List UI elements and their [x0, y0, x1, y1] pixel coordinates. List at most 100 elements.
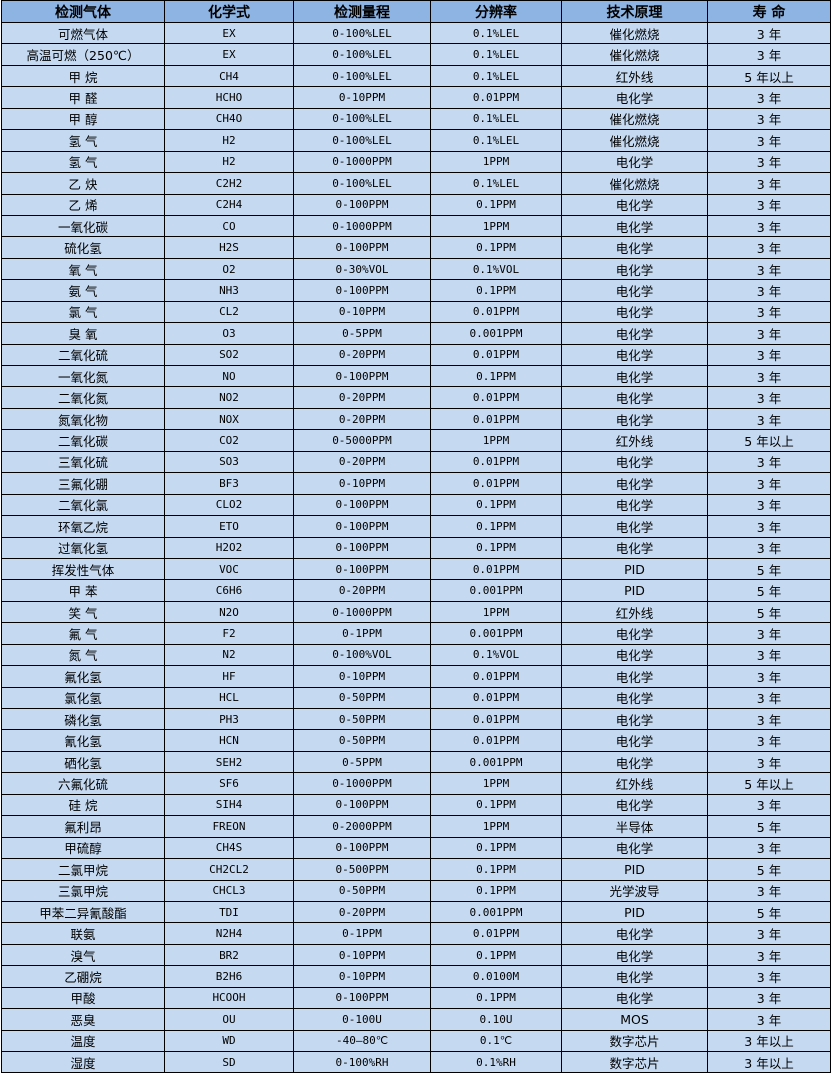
cell-lifespan: 5 年: [707, 815, 831, 838]
cell-lifespan: 3 年: [707, 214, 831, 238]
cell-gas-name: 磷化氢: [1, 707, 165, 731]
cell-gas-name: 氧 气: [1, 257, 165, 281]
cell-lifespan: 3 年: [707, 943, 831, 967]
cell-lifespan: 3 年: [707, 729, 831, 752]
cell-resolution: 0.01PPM: [430, 86, 562, 109]
table-row: 二氯甲烷 CH2CL2 0-500PPM 0.1PPM PID 5 年: [1, 858, 831, 881]
cell-technical-principle: 电化学: [561, 707, 708, 731]
cell-detection-range: 0-100PPM: [293, 193, 431, 216]
cell-resolution: 0.01PPM: [430, 729, 562, 752]
cell-chemical-formula: CH2CL2: [164, 858, 294, 881]
cell-detection-range: 0-1000PPM: [293, 772, 431, 795]
cell-detection-range: 0-100PPM: [293, 836, 431, 860]
cell-technical-principle: 电化学: [561, 322, 708, 345]
cell-resolution: 0.1%LEL: [430, 107, 562, 131]
cell-chemical-formula: C2H4: [164, 193, 294, 216]
cell-detection-range: 0-20PPM: [293, 579, 431, 602]
cell-gas-name: 三氟化硼: [1, 472, 165, 495]
table-row: 环氧乙烷 ETO 0-100PPM 0.1PPM 电化学 3 年: [1, 515, 831, 538]
cell-technical-principle: MOS: [561, 1008, 708, 1031]
table-row: 高温可燃（250℃） EX 0-100%LEL 0.1%LEL 催化燃烧 3 年: [1, 43, 831, 66]
cell-detection-range: 0-100PPM: [293, 557, 431, 581]
cell-detection-range: 0-100%LEL: [293, 43, 431, 66]
cell-lifespan: 3 年: [707, 879, 831, 902]
cell-gas-name: 甲苯二异氰酸酯: [1, 900, 165, 924]
cell-gas-name: 硒化氢: [1, 750, 165, 774]
table-row: 氧 气 O2 0-30%VOL 0.1%VOL 电化学 3 年: [1, 257, 831, 281]
cell-gas-name: 联氨: [1, 922, 165, 945]
cell-detection-range: 0-100PPM: [293, 364, 431, 388]
cell-lifespan: 3 年: [707, 1008, 831, 1031]
cell-technical-principle: 电化学: [561, 472, 708, 495]
cell-detection-range: 0-20PPM: [293, 407, 431, 431]
table-row: 过氧化氢 H2O2 0-100PPM 0.1PPM 电化学 3 年: [1, 536, 831, 559]
cell-resolution: 1PPM: [430, 150, 562, 174]
cell-lifespan: 3 年: [707, 236, 831, 259]
table-row: 二氧化氮 NO2 0-20PPM 0.01PPM 电化学 3 年: [1, 386, 831, 409]
table-row: 甲酸 HCOOH 0-100PPM 0.1PPM 电化学 3 年: [1, 986, 831, 1010]
cell-technical-principle: 催化燃烧: [561, 107, 708, 131]
cell-technical-principle: 电化学: [561, 450, 708, 474]
cell-detection-range: 0-20PPM: [293, 450, 431, 474]
cell-resolution: 0.1PPM: [430, 879, 562, 902]
table-row: 甲苯二异氰酸酯 TDI 0-20PPM 0.001PPM PID 5 年: [1, 900, 831, 924]
cell-resolution: 0.1%LEL: [430, 129, 562, 152]
cell-chemical-formula: VOC: [164, 557, 294, 581]
table-row: 甲 烷 CH4 0-100%LEL 0.1%LEL 红外线 5 年以上: [1, 64, 831, 88]
cell-chemical-formula: ETO: [164, 515, 294, 538]
cell-chemical-formula: OU: [164, 1008, 294, 1031]
cell-lifespan: 5 年以上: [707, 772, 831, 795]
table-row: 氰化氢 HCN 0-50PPM 0.01PPM 电化学 3 年: [1, 729, 831, 752]
cell-lifespan: 3 年: [707, 622, 831, 645]
cell-lifespan: 3 年以上: [707, 1029, 831, 1053]
table-row: 三氯甲烷 CHCL3 0-50PPM 0.1PPM 光学波导 3 年: [1, 879, 831, 902]
cell-technical-principle: 红外线: [561, 429, 708, 452]
cell-technical-principle: 催化燃烧: [561, 172, 708, 195]
cell-detection-range: 0-50PPM: [293, 707, 431, 731]
cell-lifespan: 3 年: [707, 193, 831, 216]
cell-lifespan: 3 年: [707, 343, 831, 367]
cell-resolution: 0.001PPM: [430, 322, 562, 345]
cell-technical-principle: 电化学: [561, 386, 708, 409]
cell-resolution: 1PPM: [430, 815, 562, 838]
cell-detection-range: 0-10PPM: [293, 300, 431, 324]
cell-lifespan: 5 年: [707, 557, 831, 581]
cell-technical-principle: PID: [561, 900, 708, 924]
table-row: 乙 烯 C2H4 0-100PPM 0.1PPM 电化学 3 年: [1, 193, 831, 216]
cell-gas-name: 氮 气: [1, 643, 165, 667]
cell-technical-principle: 电化学: [561, 364, 708, 388]
cell-gas-name: 溴气: [1, 943, 165, 967]
cell-lifespan: 3 年: [707, 21, 831, 45]
cell-technical-principle: 半导体: [561, 815, 708, 838]
table-row: 氮 气 N2 0-100%VOL 0.1%VOL 电化学 3 年: [1, 643, 831, 667]
cell-resolution: 0.1PPM: [430, 193, 562, 216]
cell-detection-range: 0-100%LEL: [293, 107, 431, 131]
cell-detection-range: 0-100%LEL: [293, 64, 431, 88]
cell-gas-name: 乙 烯: [1, 193, 165, 216]
cell-resolution: 0.01PPM: [430, 557, 562, 581]
cell-lifespan: 5 年: [707, 579, 831, 602]
cell-chemical-formula: NO: [164, 364, 294, 388]
cell-resolution: 0.1PPM: [430, 515, 562, 538]
cell-chemical-formula: B2H6: [164, 965, 294, 988]
cell-detection-range: 0-100%RH: [293, 1050, 431, 1074]
cell-gas-name: 氟 气: [1, 622, 165, 645]
cell-detection-range: -40—80℃: [293, 1029, 431, 1053]
cell-lifespan: 3 年: [707, 279, 831, 302]
cell-lifespan: 5 年: [707, 858, 831, 881]
cell-chemical-formula: N2: [164, 643, 294, 667]
table-row: 硫化氢 H2S 0-100PPM 0.1PPM 电化学 3 年: [1, 236, 831, 259]
table-row: 甲硫醇 CH4S 0-100PPM 0.1PPM 电化学 3 年: [1, 836, 831, 860]
cell-lifespan: 3 年: [707, 450, 831, 474]
cell-chemical-formula: CO2: [164, 429, 294, 452]
table-row: 氯 气 CL2 0-10PPM 0.01PPM 电化学 3 年: [1, 300, 831, 324]
cell-detection-range: 0-100PPM: [293, 493, 431, 517]
cell-gas-name: 甲硫醇: [1, 836, 165, 860]
cell-resolution: 0.1%LEL: [430, 43, 562, 66]
cell-detection-range: 0-5PPM: [293, 750, 431, 774]
cell-lifespan: 5 年: [707, 600, 831, 624]
cell-detection-range: 0-10PPM: [293, 472, 431, 495]
cell-detection-range: 0-10PPM: [293, 943, 431, 967]
cell-detection-range: 0-100U: [293, 1008, 431, 1031]
